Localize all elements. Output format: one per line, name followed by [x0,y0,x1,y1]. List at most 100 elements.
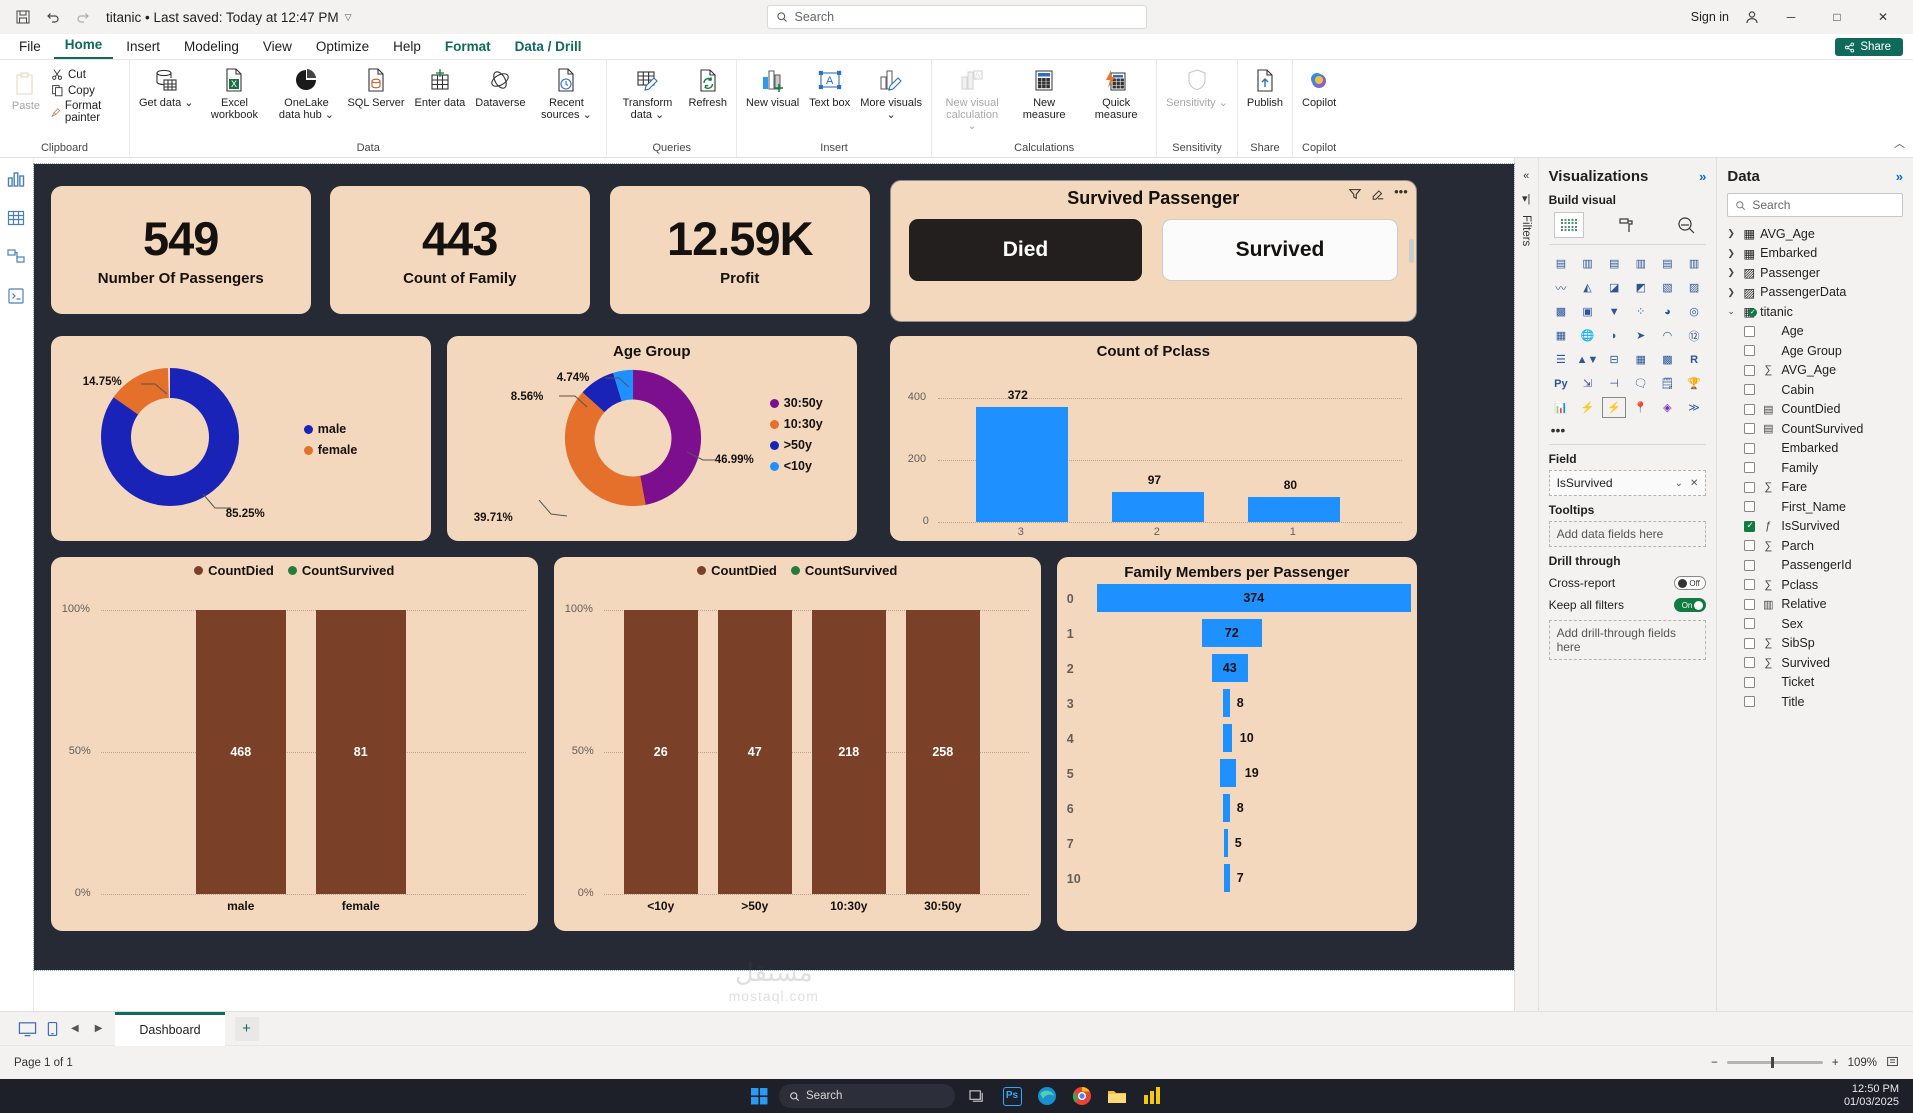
sql-server-button[interactable]: SQL Server [342,63,409,113]
tab-file[interactable]: File [19,39,41,54]
data-table-passengerdata[interactable]: ❯ ▨ PassengerData [1727,283,1903,303]
zoom-out-button[interactable]: − [1711,1056,1718,1069]
legend-item-countdied[interactable]: CountDied [697,563,777,578]
viz-treemap[interactable]: ▦ [1555,330,1567,342]
data-table-titanic[interactable]: ⌄ ▦✓ titanic [1727,302,1903,322]
field-checkbox[interactable] [1744,637,1756,649]
slicer-option-died[interactable]: Died [908,219,1143,281]
field-checkbox[interactable] [1744,384,1756,396]
previous-page-button[interactable]: ◀ [71,1023,79,1034]
get-data-button[interactable]: Get data ⌄ [134,63,198,113]
viz-matrix[interactable]: ▩ [1662,354,1673,366]
viz-funnel-chart[interactable]: ▣ [1582,306,1593,318]
remove-field-icon[interactable]: ✕ [1689,477,1699,489]
maximize-button[interactable]: □ [1833,10,1841,24]
slicer-survived-passenger[interactable]: Survived Passenger ••• Died Survived [889,180,1417,322]
clear-selection-icon[interactable] [1371,187,1385,204]
legend-item-over-50y[interactable]: >50y [769,438,823,452]
legend-item-countdied[interactable]: CountDied [194,563,274,578]
task-view-icon[interactable] [964,1084,990,1108]
tab-data-drill[interactable]: Data / Drill [514,39,582,54]
close-button[interactable]: ✕ [1877,10,1889,24]
chevron-down-icon[interactable]: ⌄ [1674,477,1683,489]
viz-map[interactable]: 🌐 [1580,330,1595,342]
zoom-slider[interactable] [1726,1057,1823,1068]
sensitivity-button[interactable]: Sensitivity ⌄ [1161,63,1233,113]
field-checkbox[interactable] [1744,325,1756,337]
cross-report-toggle[interactable]: Off [1674,576,1707,590]
bar-under10y-died[interactable]: 26 [623,610,698,894]
table-view-icon[interactable] [7,209,25,230]
viz-donut-chart[interactable]: ◎ [1689,306,1699,318]
refresh-button[interactable]: Refresh [683,63,732,113]
zoom-in-button[interactable]: + [1831,1056,1839,1069]
field-countsurvived[interactable]: ▤ CountSurvived [1727,419,1903,439]
bar-pclass-2[interactable] [1111,491,1204,522]
viz-scatter-chart[interactable]: ⁘ [1636,306,1646,318]
field-passengerid[interactable]: PassengerId [1727,556,1903,576]
bar-30-50y-died[interactable]: 258 [905,610,980,894]
viz-more-visuals[interactable]: ≫ [1688,402,1700,414]
field-sibsp[interactable]: ∑ SibSp [1727,634,1903,654]
viz-clustered-column-chart[interactable]: ▥ [1635,258,1646,270]
next-page-button[interactable]: ▶ [94,1023,103,1034]
viz-ribbon-chart[interactable]: ▨ [1688,282,1700,294]
mobile-layout-icon[interactable] [47,1021,58,1037]
viz-power-automate[interactable]: ⚡ [1601,397,1627,418]
legend-item-under-10y[interactable]: <10y [769,459,823,473]
more-visuals-button[interactable]: More visuals ⌄ [855,63,927,124]
more-options-icon[interactable]: ••• [1394,184,1408,199]
viz-stacked-bar-chart[interactable]: ▤ [1555,258,1567,270]
chart-gender-donut[interactable]: 14.75% 85.25% male female [50,336,431,541]
viz-waterfall-chart[interactable]: ▩ [1555,306,1567,318]
viz-table[interactable]: ▦ [1635,354,1646,366]
tab-build-format[interactable] [1612,212,1642,238]
legend-item-10-30y[interactable]: 10:30y [769,417,823,431]
field-checkbox[interactable] [1744,676,1756,688]
tab-insert[interactable]: Insert [126,39,161,54]
field-avg-age[interactable]: ∑ AVG_Age [1727,361,1903,381]
new-measure-button[interactable]: New measure [1008,63,1080,124]
field-checkbox[interactable] [1744,657,1756,669]
field-checkbox[interactable] [1744,598,1756,610]
bar-family-10[interactable] [1223,864,1230,892]
slicer-option-survived[interactable]: Survived [1162,219,1398,281]
dataverse-button[interactable]: Dataverse [470,63,530,113]
filters-pane-collapsed[interactable]: « ▾| Filters [1513,158,1538,1011]
desktop-layout-icon[interactable] [18,1021,37,1037]
bar-over50y-died[interactable]: 47 [717,610,792,894]
field-age-group[interactable]: Age Group [1727,341,1903,361]
field-checkbox[interactable] [1744,579,1756,591]
quick-measure-button[interactable]: Quick measure [1080,63,1152,124]
legend-item-30-50y[interactable]: 30:50y [769,396,823,410]
undo-icon[interactable] [38,4,68,30]
dax-query-view-icon[interactable] [7,287,25,308]
chart-family-members-per-passenger[interactable]: Family Members per Passenger 0 374 1 72 … [1056,557,1417,931]
chart-age-group-donut[interactable]: Age Group 4.74% 8.56% 39.71% 46.99% [446,336,857,541]
search-input[interactable]: Search [766,5,1147,29]
bar-10-30y-died[interactable]: 218 [811,610,886,894]
viz-narrative[interactable]: 🗒 [1660,378,1675,390]
fit-to-page-icon[interactable] [1886,1055,1899,1071]
minimize-button[interactable]: ─ [1786,10,1796,24]
tab-view[interactable]: View [262,39,292,54]
field-cabin[interactable]: Cabin [1727,380,1903,400]
file-explorer-icon[interactable] [1104,1084,1130,1108]
viz-python-visual[interactable]: Py [1554,377,1568,390]
field-checkbox[interactable] [1744,423,1756,435]
bar-family-0[interactable]: 374 [1096,584,1411,612]
viz-qa[interactable]: 🗨 [1633,378,1648,390]
windows-start-icon[interactable] [748,1085,770,1107]
viz-visio[interactable]: ◈ [1663,402,1672,414]
model-view-icon[interactable] [7,248,25,269]
viz-kpi[interactable]: ▲▼ [1576,353,1599,366]
chevron-right-icon[interactable]: ❯ [1727,267,1735,278]
collapse-pane-icon[interactable]: » [1895,169,1903,184]
collapse-pane-icon[interactable]: » [1699,169,1707,184]
collapse-ribbon-button[interactable]: ︿ [1894,138,1905,150]
keep-all-filters-toggle[interactable]: On [1674,598,1707,612]
viz-clustered-bar-chart[interactable]: ▤ [1608,258,1620,270]
chevron-down-icon[interactable]: ⌄ [1727,306,1735,317]
legend-item-female[interactable]: female [303,443,357,457]
format-painter-button[interactable]: Format painter [48,99,125,125]
